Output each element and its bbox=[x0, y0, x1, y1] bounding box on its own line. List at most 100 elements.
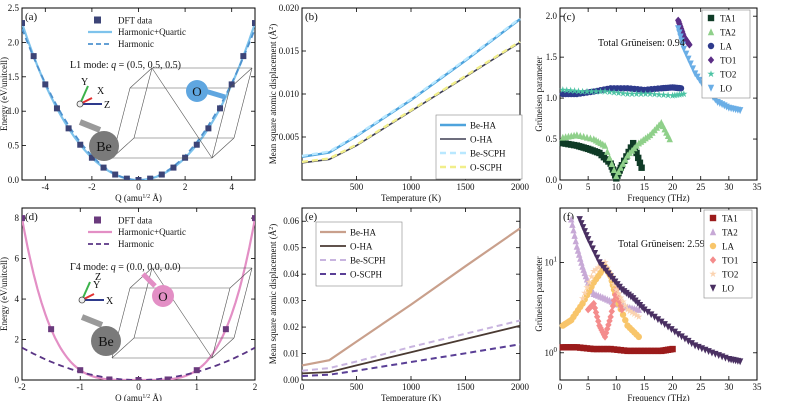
harmonic-curve bbox=[22, 346, 255, 380]
x-tick-label: 0 bbox=[136, 182, 141, 192]
cell-edge bbox=[233, 267, 253, 339]
legend-marker-dft bbox=[94, 16, 101, 24]
x-tick-label: 1500 bbox=[457, 382, 476, 392]
dft-point bbox=[252, 215, 255, 222]
x-axis-label: Frequency (THz) bbox=[627, 393, 689, 401]
annotation-part: = (0.5, 0.5, 0.5) bbox=[116, 60, 181, 71]
y-tick-label: 0.5 bbox=[546, 134, 558, 144]
legend-marker bbox=[707, 84, 715, 92]
legend-label: TO2 bbox=[720, 70, 736, 80]
dft-point bbox=[123, 175, 130, 180]
point-to2 bbox=[646, 90, 654, 98]
y-tick-label: 0.04 bbox=[283, 269, 299, 279]
harmonic-curve bbox=[22, 28, 255, 180]
point-la bbox=[619, 311, 627, 318]
point-lo bbox=[681, 335, 689, 343]
panel-label: (a) bbox=[25, 11, 38, 23]
y-tick-label: 0.005 bbox=[279, 132, 300, 142]
point-to2 bbox=[659, 91, 668, 99]
point-lo bbox=[576, 216, 583, 223]
dft-point bbox=[193, 367, 200, 374]
point-to1 bbox=[608, 307, 615, 316]
point-ta1 bbox=[624, 347, 631, 355]
point-ta2 bbox=[666, 135, 673, 143]
y-axis-label: Mean square atomic displacement (Å2) bbox=[268, 24, 278, 164]
cell-edge bbox=[211, 337, 235, 359]
y-tick-label: 2 bbox=[15, 335, 20, 345]
x-tick-label: 1000 bbox=[402, 382, 421, 392]
point-ta2 bbox=[604, 147, 611, 155]
be-atom bbox=[91, 326, 121, 356]
point-to2 bbox=[614, 289, 623, 297]
legend-marker bbox=[709, 242, 717, 250]
legend-marker bbox=[707, 42, 715, 50]
point-to1 bbox=[610, 296, 618, 305]
axis-label-x: X bbox=[106, 296, 114, 307]
dft-point bbox=[158, 171, 165, 178]
y-tick-label-exp: 0 bbox=[554, 346, 558, 354]
point-ta1 bbox=[631, 347, 638, 355]
series-line-o-ha bbox=[301, 324, 521, 375]
point-ta1 bbox=[593, 345, 601, 353]
point-lo bbox=[661, 321, 668, 329]
cell-edge bbox=[129, 67, 153, 89]
legend-marker bbox=[707, 14, 715, 22]
panel-msd-1: 500 1000 1500 2000 0.005 0.010 0.015 0.020 (b) Te… bbox=[268, 3, 530, 203]
point-lo bbox=[675, 25, 682, 33]
dft-point bbox=[112, 171, 119, 178]
be-atom-label: Be bbox=[96, 140, 112, 155]
point-to2 bbox=[632, 90, 641, 98]
point-ta1 bbox=[629, 139, 637, 147]
annotation-q: q bbox=[111, 60, 116, 71]
dft-point bbox=[135, 377, 142, 380]
y-axis-label-part: ) bbox=[268, 224, 278, 227]
point-to2 bbox=[574, 87, 583, 95]
y-tick-label: 0.015 bbox=[279, 46, 300, 56]
x-tick-label: 20 bbox=[668, 382, 678, 392]
x-tick-label: 25 bbox=[696, 182, 706, 192]
y-tick-label: 100 bbox=[545, 346, 558, 358]
legend-label: Be-SCPH bbox=[470, 149, 506, 159]
y-tick-label: 8 bbox=[15, 213, 20, 223]
legend-marker bbox=[709, 214, 717, 222]
y-tick-label: 0.03 bbox=[283, 296, 299, 306]
point-to1 bbox=[592, 308, 600, 317]
point-lo bbox=[671, 328, 679, 336]
point-ta1 bbox=[633, 149, 640, 157]
cell-edge bbox=[233, 67, 253, 139]
point-to2 bbox=[637, 90, 645, 98]
crystal-structure: XY Z Be O bbox=[76, 67, 253, 161]
y-tick-label: 0 bbox=[15, 375, 20, 385]
point-ta1 bbox=[636, 159, 644, 166]
point-ta2 bbox=[571, 231, 578, 239]
point-to2 bbox=[626, 307, 634, 315]
point-ta1 bbox=[610, 346, 618, 353]
point-ta2 bbox=[622, 155, 629, 163]
point-ta1 bbox=[620, 347, 628, 354]
y-axis-label-sup: 2 bbox=[269, 227, 275, 230]
x-tick-label: 1500 bbox=[457, 182, 476, 192]
x-axis-label: Temperature (K) bbox=[381, 193, 441, 203]
y-tick-label: 2.0 bbox=[546, 11, 558, 21]
point-to2 bbox=[628, 90, 636, 98]
legend-label: TA2 bbox=[720, 28, 736, 38]
point-lo bbox=[664, 323, 672, 331]
point-to1 bbox=[686, 41, 693, 49]
point-lo bbox=[641, 306, 648, 314]
x-tick-label: 0 bbox=[558, 182, 563, 192]
point-lo bbox=[589, 245, 596, 253]
x-axis-label-sup: 1/2 bbox=[142, 394, 150, 400]
point-ta2 bbox=[610, 166, 618, 174]
point-to2 bbox=[592, 87, 600, 95]
y-axis-label: Energy (eV/unitcell) bbox=[0, 257, 9, 331]
point-ta1 bbox=[617, 346, 624, 354]
point-ta1 bbox=[604, 345, 611, 353]
cell-edge bbox=[133, 67, 153, 139]
point-ta2 bbox=[570, 226, 577, 234]
point-lo bbox=[678, 333, 685, 341]
point-to2 bbox=[590, 267, 598, 275]
y-axis-label-sup: 2 bbox=[269, 27, 275, 30]
y-tick-label-base: 10 bbox=[545, 348, 555, 358]
y-axis-label: Grüneisen parameter bbox=[534, 56, 544, 131]
